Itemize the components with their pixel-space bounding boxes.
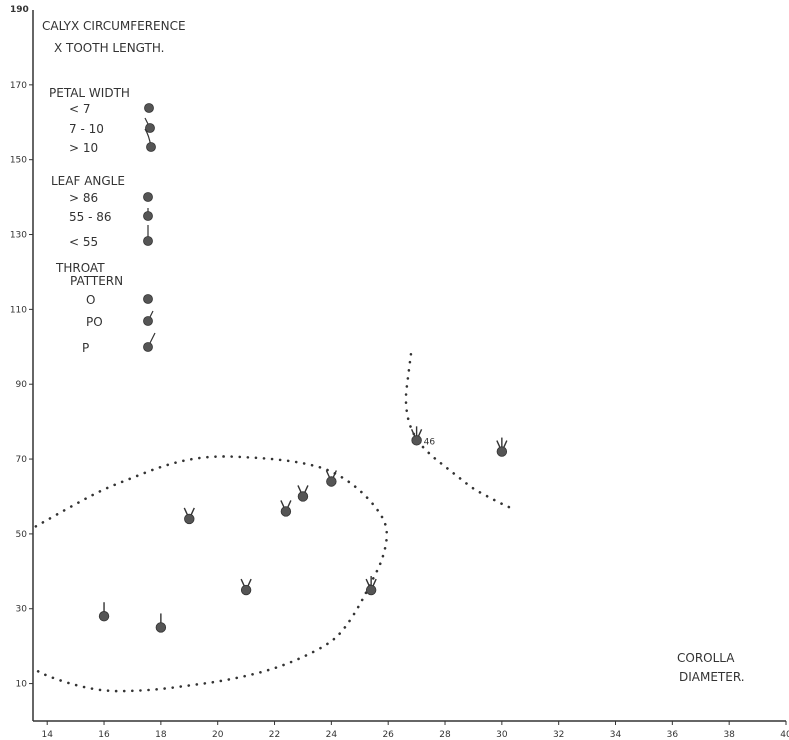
x-tick-label: 18: [155, 730, 167, 740]
point-dot: [496, 446, 508, 457]
glyph-dot: [143, 294, 153, 304]
legend-item-label: < 55: [69, 235, 98, 249]
data-point: [183, 507, 195, 525]
point-dot: [411, 435, 422, 446]
enclosure-upper-cluster: [404, 352, 512, 509]
legend-group-title: LEAF ANGLE: [51, 174, 125, 188]
legend-item-label: > 10: [69, 141, 98, 155]
x-tick-label: 38: [723, 730, 735, 740]
legend-glyph-leaf-long: [143, 225, 153, 246]
data-point: [297, 485, 309, 502]
y-tick-label: 70: [16, 455, 28, 465]
x-tick-label: 36: [667, 730, 679, 740]
x-tick-label: 22: [269, 730, 280, 740]
glyph-dot: [144, 103, 154, 113]
glyph-dot: [143, 316, 153, 326]
point-dot: [155, 622, 167, 633]
legend-item-label: PO: [86, 315, 103, 329]
point-dot: [297, 491, 309, 502]
x-tick-label: 14: [41, 730, 53, 740]
glyph-dot: [143, 211, 153, 221]
x-tick-label: 26: [382, 730, 394, 740]
legend-glyph-none: [143, 294, 153, 304]
y-tick-label: 90: [16, 380, 28, 390]
data-point: [240, 578, 252, 596]
point-dot: [184, 513, 195, 525]
legend-glyph-none: [144, 103, 154, 113]
y-tick-label: 110: [10, 305, 27, 315]
data-point: [98, 602, 110, 622]
x-tick-label: 16: [98, 730, 110, 740]
glyph-dot: [145, 123, 155, 133]
x-tick-label: 40: [780, 730, 789, 740]
point-dot: [280, 506, 292, 517]
y-top-label: 190: [10, 5, 29, 15]
glyph-dot: [146, 142, 156, 152]
chart-title: CALYX CIRCUMFERENCE X TOOTH LENGTH.: [42, 19, 186, 55]
point-dot: [326, 476, 337, 487]
legend-item-label: < 7: [69, 102, 91, 116]
data-point: [325, 470, 337, 487]
x-axis-label-line: DIAMETER.: [679, 670, 745, 684]
y-tick-label: 50: [16, 530, 28, 540]
data-points: 46: [98, 426, 508, 633]
axes: 14 16 18 20 22 24 26 28 30 32 34 36 38 40 10 30 50 70 90 11…: [10, 5, 789, 740]
point-dot: [98, 611, 110, 622]
legend-glyph-leaf-short: [143, 208, 153, 221]
legend-group-title: PETAL WIDTH: [49, 86, 130, 100]
point-dot: [365, 584, 377, 596]
x-axis-label: COROLLA DIAMETER.: [677, 651, 745, 684]
data-point: [365, 576, 377, 596]
x-tick-label: 24: [326, 730, 338, 740]
x-tick-label: 30: [496, 730, 508, 740]
enclosures: [31, 352, 512, 693]
legend-item-label: 7 - 10: [69, 122, 104, 136]
data-point: [280, 500, 292, 517]
legend-glyph-petal-mid: [144, 117, 155, 133]
legend-glyph-petal-long: [144, 128, 156, 152]
legend-item-label: P: [82, 341, 89, 355]
point-label: 46: [424, 437, 436, 447]
x-tick-label: 32: [553, 730, 564, 740]
x-tick-label: 28: [439, 730, 451, 740]
legend-item-label: 55 - 86: [69, 210, 112, 224]
enclosure-lower-cluster: [31, 455, 389, 693]
data-point: [155, 613, 167, 633]
legend-item-label: > 86: [69, 191, 98, 205]
y-tick-label: 30: [16, 605, 28, 615]
x-tick-label: 20: [212, 730, 224, 740]
data-point: [496, 437, 508, 457]
chart-title-line: X TOOTH LENGTH.: [54, 41, 165, 55]
legend-group-title: PATTERN: [70, 274, 123, 288]
glyph-dot: [143, 192, 153, 202]
glyph-dot: [143, 342, 153, 352]
x-axis-label-line: COROLLA: [677, 651, 735, 665]
y-tick-label: 130: [10, 231, 27, 241]
legend: PETAL WIDTH < 7 7 - 10 > 10 LEAF ANGLE > 86 55…: [49, 86, 156, 355]
x-tick-label: 34: [610, 730, 622, 740]
glyph-dot: [143, 236, 153, 246]
legend-glyph-throat-long: [143, 332, 156, 352]
chart-title-line: CALYX CIRCUMFERENCE: [42, 19, 186, 33]
y-tick-label: 170: [10, 81, 27, 91]
y-tick-label: 150: [10, 156, 27, 166]
y-tick-label: 10: [16, 680, 28, 690]
legend-group-title: THROAT: [55, 261, 105, 275]
point-dot: [240, 584, 252, 596]
legend-glyph-throat-short: [143, 310, 154, 326]
legend-item-label: O: [86, 293, 95, 307]
legend-glyph-none: [143, 192, 153, 202]
data-point: 46: [410, 426, 436, 447]
